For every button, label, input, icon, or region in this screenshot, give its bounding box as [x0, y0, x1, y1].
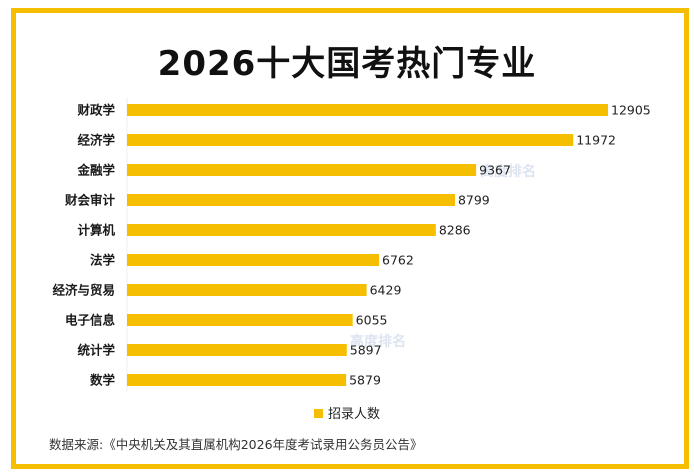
category-label: 法学 [90, 253, 116, 268]
bar [127, 284, 367, 296]
bar [127, 314, 353, 326]
bar [127, 254, 380, 266]
category-label: 财政学 [76, 103, 115, 118]
category-label: 经济学 [77, 133, 115, 148]
data-label: 6762 [382, 253, 414, 268]
bar [127, 344, 347, 356]
data-label: 8286 [439, 223, 471, 238]
chart-frame [11, 8, 689, 469]
source-note: 数据来源:《中央机关及其直属机构2026年度考试录用公务员公告》 [49, 437, 423, 452]
category-label: 经济与贸易 [52, 283, 115, 298]
bar [127, 374, 347, 386]
data-label: 8799 [458, 193, 490, 208]
data-label: 12905 [611, 103, 651, 118]
category-label: 财会审计 [64, 193, 116, 208]
bar [127, 194, 455, 206]
bar [127, 224, 436, 236]
legend: 招录人数 [0, 403, 694, 422]
category-label: 数学 [89, 373, 116, 388]
category-label: 统计学 [77, 343, 115, 358]
data-label: 5879 [349, 373, 381, 388]
data-label: 6429 [370, 283, 402, 298]
bar [127, 164, 477, 176]
category-label: 电子信息 [65, 313, 116, 328]
data-label: 11972 [576, 133, 616, 148]
bar [127, 134, 574, 146]
category-label: 计算机 [77, 223, 115, 238]
bars-group: 财政学 12905 经济学 11972 金融学 9367 财会审计 8799 计算机 8286 法学… [52, 103, 650, 388]
legend-swatch [313, 409, 323, 418]
legend-label: 招录人数 [327, 407, 380, 422]
chart-title: 2026十大国考热门专业 [157, 44, 537, 84]
data-label: 6055 [356, 313, 388, 328]
data-label: 5897 [350, 343, 382, 358]
data-label: 9367 [479, 163, 511, 178]
watermark-text: 高度排名 [480, 163, 536, 180]
category-label: 金融学 [76, 163, 115, 178]
bar [127, 104, 608, 116]
watermark-text: 高度排名 [350, 333, 406, 350]
